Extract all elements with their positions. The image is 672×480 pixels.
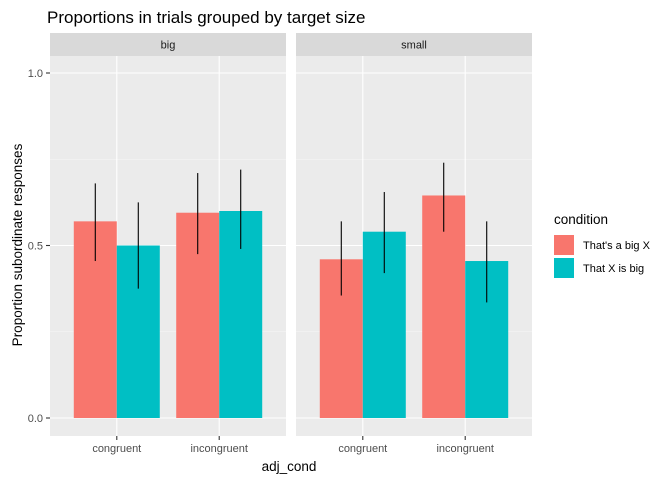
y-tick-label: 0.5	[28, 241, 43, 253]
legend-label: That's a big X	[583, 240, 651, 252]
facet-strip-label: small	[401, 40, 427, 52]
y-axis-title: Proportion subordinate responses	[10, 143, 25, 346]
legend-swatch	[554, 235, 574, 255]
facet-strip	[296, 33, 532, 56]
x-tick-label: congruent	[338, 443, 387, 455]
y-tick-label: 1.0	[28, 68, 43, 80]
panel-big: big congruent incongruent	[50, 33, 286, 455]
chart-title: Proportions in trials grouped by target …	[47, 8, 365, 27]
legend-title: condition	[554, 212, 608, 227]
panel-small: small congruent incongruent	[296, 33, 532, 455]
x-tick-label: congruent	[92, 443, 141, 455]
x-tick-label: incongruent	[436, 443, 494, 455]
facet-strip	[50, 33, 286, 56]
x-tick-label: incongruent	[190, 443, 248, 455]
facet-strip-label: big	[161, 40, 176, 52]
legend-swatch	[554, 258, 574, 278]
y-axis: 0.0 0.5 1.0	[28, 68, 50, 425]
x-axis-title: adj_cond	[262, 459, 317, 474]
facet-panels: big congruent incongruent small congruent inc…	[50, 33, 532, 455]
bar-small-incongruent-thats-a-big-x	[422, 195, 466, 418]
legend-label: That X is big	[583, 263, 644, 275]
y-tick-label: 0.0	[28, 413, 43, 425]
legend: condition That's a big X That X is big	[554, 212, 651, 278]
